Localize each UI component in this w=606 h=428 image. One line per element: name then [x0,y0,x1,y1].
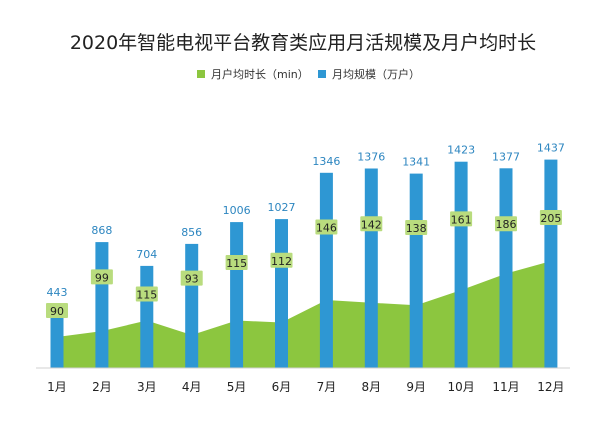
bar-12 [544,159,558,368]
duration-label-bg [315,219,338,235]
duration-label-bg [405,220,428,235]
duration-label-bg [135,286,158,302]
duration-label-bg [225,255,248,270]
x-tick-label: 11月 [492,380,519,394]
duration-label-bg [495,216,517,232]
duration-value-label: 112 [271,255,292,268]
duration-value-label: 93 [185,273,199,286]
chart-title: 2020年智能电视平台教育类应用月活规模及月户均时长 [70,32,536,54]
bar-4 [185,243,199,368]
bar-value-label: 443 [47,286,68,299]
x-tick-label: 7月 [317,380,337,394]
bar-11 [499,168,513,368]
legend-label-duration: 月户均时长（min） [211,67,309,81]
bar-8 [364,168,378,368]
bar-value-label: 1006 [223,204,251,217]
duration-label-bg [360,216,383,232]
duration-value-label: 142 [361,218,382,231]
duration-area-layer [57,261,551,368]
bar-value-label: 1341 [402,156,430,169]
x-tick-label: 4月 [182,380,202,394]
x-tick-label: 10月 [447,380,474,394]
bar-5 [230,222,244,368]
duration-value-label: 146 [316,222,337,235]
bar-value-label: 856 [181,226,202,239]
x-tick-label: 6月 [272,380,292,394]
bar-value-label: 1423 [447,144,475,157]
x-tick-label: 8月 [361,380,381,394]
duration-label-bg [180,270,203,286]
legend-swatch-users [318,70,326,78]
duration-label-bg [539,210,562,225]
duration-value-label: 115 [226,257,247,270]
x-axis-ticks: 1月 2月 3月 4月 5月 6月 7月 8月 9月 10月 11月 12月 [47,380,564,394]
legend-swatch-duration [197,70,205,78]
bar-2 [95,242,109,368]
bar-9 [409,173,423,368]
bar-value-label: 1376 [357,151,385,164]
duration-value-label: 115 [136,289,157,302]
duration-label-bg [270,252,293,268]
duration-label-bg [450,211,473,227]
duration-area [57,261,551,368]
bar-7 [319,172,333,368]
bar-value-label: 704 [136,248,157,261]
bar-3 [140,265,154,368]
x-tick-label: 1月 [47,380,67,394]
x-tick-label: 12月 [537,380,564,394]
duration-value-label: 205 [540,212,561,225]
bar-10 [454,161,468,368]
x-tick-label: 5月 [227,380,247,394]
duration-labels-layer: 90 99 115 93 115 112 146 142 138 161 186 205 [46,210,562,318]
x-tick-label: 2月 [92,380,112,394]
duration-value-label: 161 [451,213,472,226]
duration-label-bg [90,269,113,285]
x-tick-label: 3月 [137,380,157,394]
duration-value-label: 186 [496,218,517,231]
bar-labels-layer: 443 868 704 856 1006 1027 1346 1376 1341 1423 1377… [47,142,565,299]
bar-value-label: 1027 [268,201,296,214]
legend-label-users: 月均规模（万户） [332,67,420,81]
bar-value-label: 1377 [492,150,520,163]
bar-value-label: 1346 [312,155,340,168]
duration-value-label: 99 [95,271,109,284]
bar-value-label: 1437 [537,142,565,155]
duration-label-bg [46,303,68,318]
duration-value-label: 90 [50,305,64,318]
x-tick-label: 9月 [406,380,426,394]
bar-6 [275,219,288,368]
legend: 月户均时长（min） 月均规模（万户） [197,67,420,81]
duration-value-label: 138 [406,222,427,235]
bar-value-label: 868 [91,224,112,237]
bar-1 [50,303,64,368]
